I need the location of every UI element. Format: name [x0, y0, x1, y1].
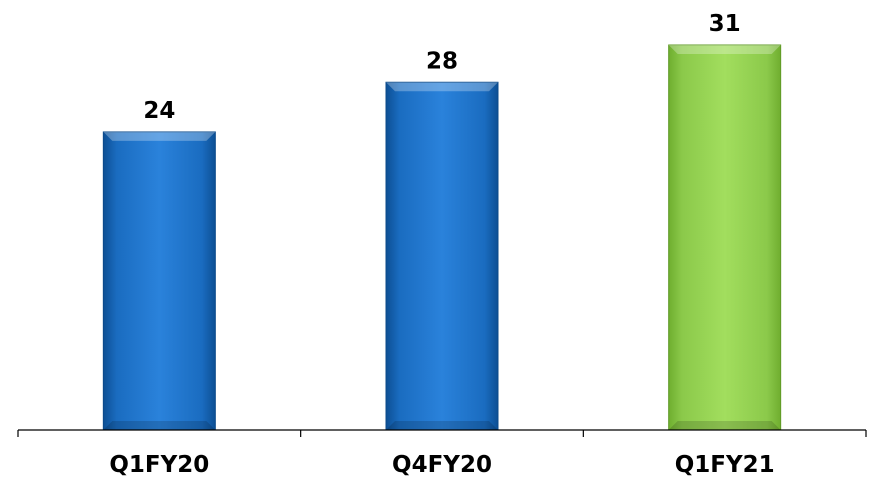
data-label-q1fy20: 24 — [143, 98, 175, 124]
bar-q1fy21 — [668, 44, 782, 431]
bar-bevel-top — [103, 131, 216, 141]
bar — [668, 44, 782, 431]
bar — [102, 131, 216, 431]
data-label-q1fy21: 31 — [709, 11, 741, 37]
x-tick-label-q1fy20: Q1FY20 — [109, 452, 209, 478]
data-label-q4fy20: 28 — [426, 48, 458, 74]
bar-q1fy20 — [102, 131, 216, 431]
bar-bevel-bottom — [386, 421, 498, 430]
bar-bevel-top — [668, 45, 781, 54]
bar — [385, 81, 499, 431]
bar-bevel-top — [386, 82, 498, 92]
bar-bevel-bottom — [668, 421, 781, 430]
x-tick-label-q1fy21: Q1FY21 — [675, 452, 775, 478]
bar-q4fy20 — [385, 81, 499, 431]
bar-bevel-bottom — [103, 421, 216, 430]
x-tick-label-q4fy20: Q4FY20 — [392, 452, 492, 478]
